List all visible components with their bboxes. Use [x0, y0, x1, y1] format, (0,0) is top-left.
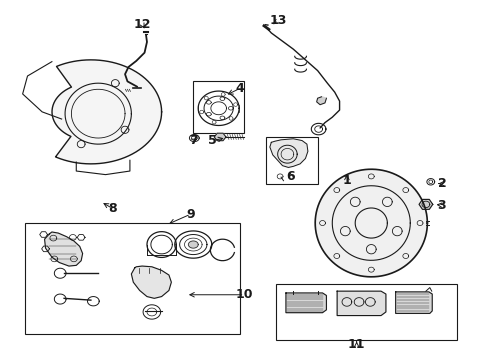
Polygon shape	[188, 241, 198, 248]
Polygon shape	[285, 293, 326, 313]
Polygon shape	[52, 60, 161, 164]
Text: 10: 10	[235, 288, 253, 301]
Polygon shape	[395, 292, 431, 314]
Text: 6: 6	[286, 170, 295, 183]
Text: 5: 5	[208, 134, 217, 147]
Text: 8: 8	[108, 202, 117, 215]
Polygon shape	[214, 133, 225, 141]
Text: 2: 2	[437, 177, 446, 190]
Text: 1: 1	[342, 174, 350, 186]
Polygon shape	[418, 199, 432, 210]
Text: 9: 9	[186, 208, 195, 221]
Polygon shape	[336, 291, 385, 316]
Text: 4: 4	[235, 82, 244, 95]
Polygon shape	[44, 232, 82, 266]
Text: 7: 7	[188, 134, 197, 147]
Bar	[276, 284, 456, 339]
Bar	[25, 223, 239, 334]
Text: 13: 13	[269, 14, 287, 27]
Polygon shape	[131, 266, 171, 298]
Text: 12: 12	[133, 18, 150, 31]
Text: 3: 3	[437, 199, 446, 212]
Polygon shape	[269, 139, 307, 167]
Polygon shape	[316, 97, 326, 105]
Bar	[266, 137, 317, 184]
Bar	[193, 81, 244, 134]
Polygon shape	[315, 169, 427, 277]
Text: 11: 11	[347, 338, 365, 351]
